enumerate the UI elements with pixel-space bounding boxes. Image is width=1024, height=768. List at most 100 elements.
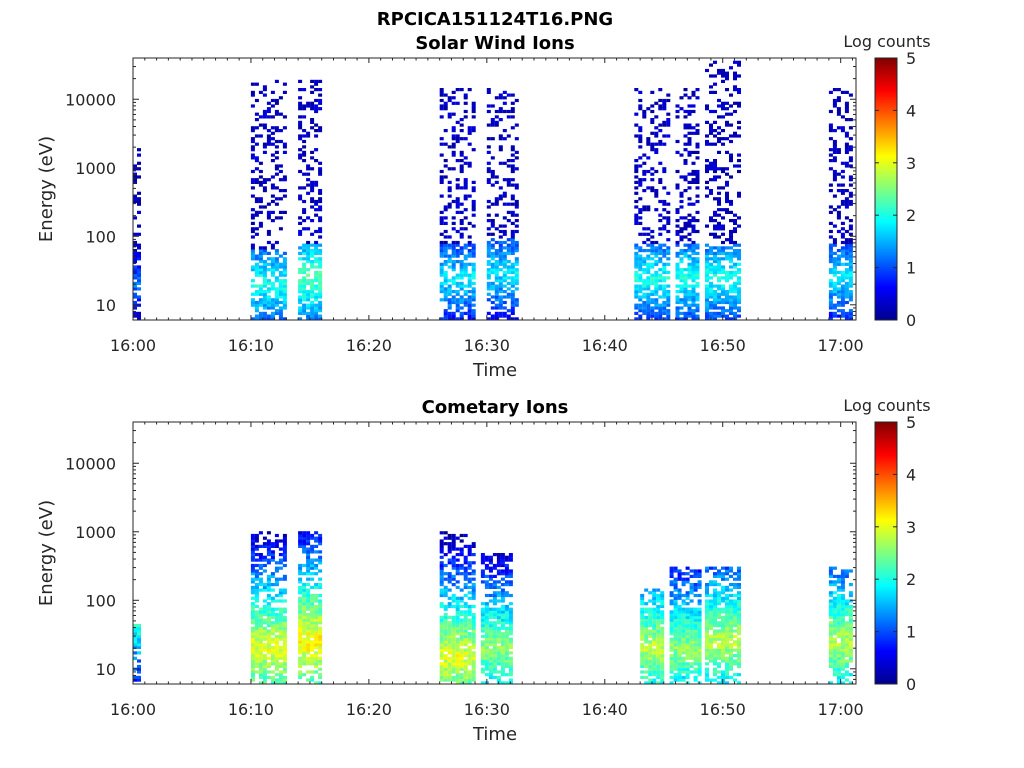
spectrogram-cell bbox=[266, 317, 271, 320]
spectrogram-cell bbox=[648, 662, 653, 666]
spectrogram-cell bbox=[133, 199, 137, 204]
spectrogram-cell bbox=[463, 602, 468, 606]
spectrogram-cell bbox=[494, 262, 499, 266]
spectrogram-cell bbox=[486, 205, 491, 209]
spectrogram-cell bbox=[502, 129, 507, 133]
spectrogram-cell bbox=[266, 574, 271, 578]
spectrogram-cell bbox=[693, 615, 698, 619]
spectrogram-cell bbox=[310, 561, 315, 565]
spectrogram-cell bbox=[443, 585, 448, 589]
spectrogram-cell bbox=[298, 599, 303, 603]
spectrogram-cell bbox=[642, 161, 647, 165]
spectrogram-cell bbox=[737, 120, 741, 124]
spectrogram-cell bbox=[697, 664, 702, 669]
spectrogram-cell bbox=[729, 199, 733, 204]
spectrogram-cell bbox=[733, 577, 737, 581]
spectrogram-cell bbox=[717, 593, 721, 598]
spectrogram-cell bbox=[683, 314, 688, 318]
spectrogram-cell bbox=[840, 191, 845, 195]
spectrogram-cell bbox=[270, 142, 275, 146]
spectrogram-cell bbox=[506, 314, 511, 318]
spectrogram-cell bbox=[832, 159, 837, 163]
spectrogram-cell bbox=[250, 602, 255, 606]
spectrogram-cell bbox=[654, 150, 659, 154]
spectrogram-cell bbox=[133, 175, 137, 179]
spectrogram-cell bbox=[737, 251, 741, 255]
spectrogram-cell bbox=[318, 273, 323, 277]
spectrogram-cell bbox=[471, 572, 476, 576]
spectrogram-cell bbox=[836, 292, 841, 296]
spectrogram-cell bbox=[705, 284, 709, 288]
spectrogram-cell bbox=[504, 580, 509, 584]
spectrogram-cell bbox=[467, 317, 472, 320]
spectrogram-cell bbox=[310, 254, 315, 258]
spectrogram-cell bbox=[250, 126, 255, 130]
spectrogram-cell bbox=[455, 199, 460, 204]
spectrogram-cell bbox=[733, 88, 737, 92]
spectrogram-cell bbox=[463, 577, 468, 581]
spectrogram-cell bbox=[666, 284, 671, 288]
spectrogram-cell bbox=[848, 673, 853, 677]
spectrogram-cell bbox=[314, 306, 319, 310]
spectrogram-cell bbox=[669, 566, 674, 570]
spectrogram-cell bbox=[447, 547, 452, 551]
spectrogram-cell bbox=[274, 569, 279, 573]
spectrogram-cell bbox=[302, 303, 307, 307]
spectrogram-cell bbox=[691, 93, 696, 97]
spectrogram-cell bbox=[282, 150, 287, 154]
spectrogram-cell bbox=[314, 309, 319, 313]
spectrogram-cell bbox=[447, 536, 452, 540]
spectrogram-cell bbox=[654, 290, 659, 294]
spectrogram-cell bbox=[306, 602, 311, 606]
spectrogram-cell bbox=[498, 109, 503, 114]
spectrogram-cell bbox=[681, 607, 686, 611]
spectrogram-cell bbox=[262, 637, 267, 641]
spectrogram-cell bbox=[844, 569, 849, 573]
spectrogram-cell bbox=[832, 260, 837, 264]
spectrogram-cell bbox=[471, 290, 476, 294]
spectrogram-cell bbox=[502, 260, 507, 264]
spectrogram-cell bbox=[278, 651, 283, 655]
spectrogram-cell bbox=[660, 596, 665, 600]
spectrogram-cell bbox=[459, 572, 464, 576]
spectrogram-cell bbox=[463, 615, 468, 619]
spectrogram-cell bbox=[270, 621, 275, 625]
spectrogram-cell bbox=[660, 656, 665, 660]
spectrogram-cell bbox=[695, 180, 700, 184]
spectrogram-cell bbox=[673, 667, 678, 671]
spectrogram-cell bbox=[447, 602, 452, 606]
spectrogram-cell bbox=[733, 240, 737, 245]
spectrogram-cell bbox=[654, 314, 659, 318]
spectrogram-cell bbox=[717, 314, 721, 318]
spectrogram-cell bbox=[638, 262, 643, 266]
spectrogram-cell bbox=[500, 654, 505, 658]
spectrogram-cell bbox=[274, 667, 279, 671]
spectrogram-cell bbox=[510, 290, 515, 294]
spectrogram-cell bbox=[848, 268, 853, 272]
spectrogram-cell bbox=[646, 107, 651, 111]
spectrogram-cell bbox=[848, 651, 853, 655]
spectrogram-cell bbox=[302, 645, 307, 649]
spectrogram-cell bbox=[262, 664, 267, 669]
spectrogram-cell bbox=[638, 178, 643, 182]
spectrogram-cell bbox=[278, 539, 283, 543]
spectrogram-cell bbox=[306, 624, 311, 628]
spectrogram-cell bbox=[737, 681, 741, 684]
spectrogram-cell bbox=[266, 202, 271, 206]
spectrogram-cell bbox=[697, 634, 702, 639]
spectrogram-cell bbox=[302, 591, 307, 595]
spectrogram-cell bbox=[681, 632, 686, 636]
spectrogram-cell bbox=[443, 591, 448, 595]
spectrogram-cell bbox=[492, 610, 497, 614]
spectrogram-cell bbox=[832, 599, 837, 603]
spectrogram-cell bbox=[306, 216, 311, 220]
spectrogram-cell bbox=[480, 624, 485, 628]
spectrogram-cell bbox=[729, 662, 733, 666]
spectrogram-cell bbox=[828, 300, 833, 305]
spectrogram-cell bbox=[443, 629, 448, 633]
spectrogram-cell bbox=[498, 290, 503, 294]
spectrogram-cell bbox=[480, 615, 485, 619]
spectrogram-cell bbox=[709, 678, 713, 682]
spectrogram-cell bbox=[463, 572, 468, 576]
spectrogram-cell bbox=[733, 249, 737, 253]
